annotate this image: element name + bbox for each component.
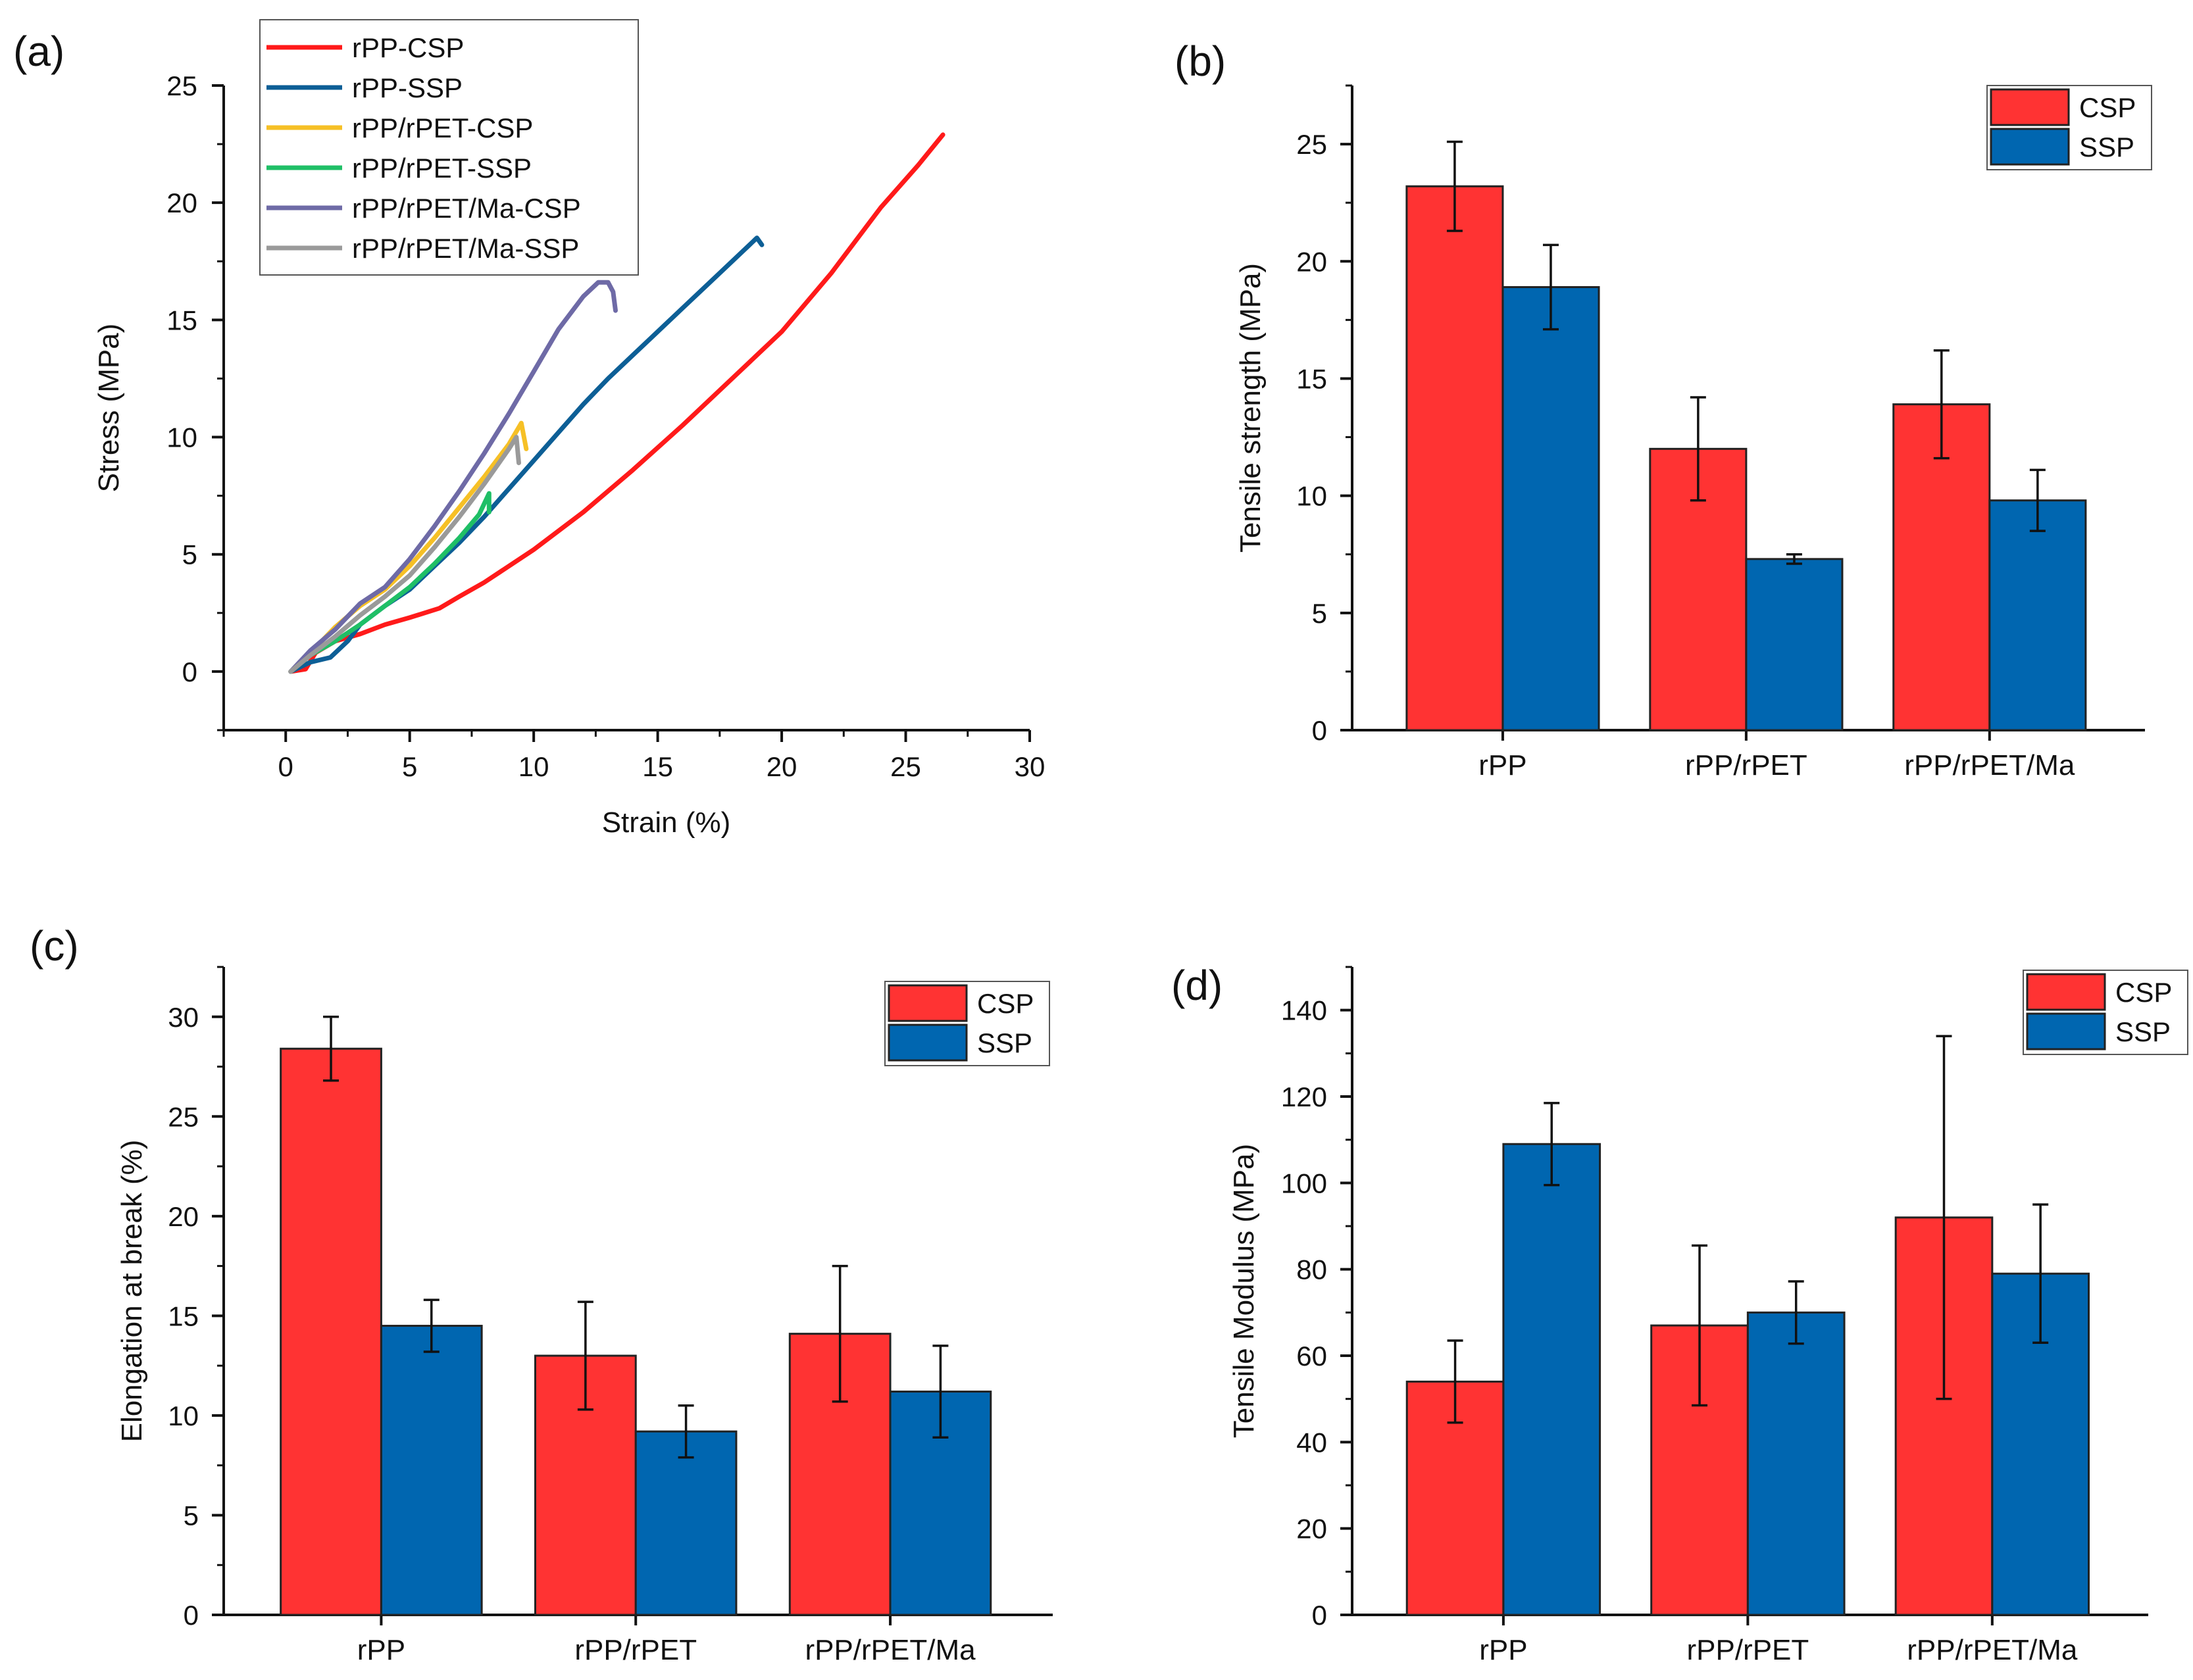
bar-csp-0: [1405, 185, 1504, 731]
y-tick-label: 30: [168, 1002, 199, 1033]
y-tick-label: 5: [182, 539, 197, 570]
legend-label: SSP: [2079, 132, 2134, 162]
legend-swatch: [2026, 973, 2106, 1011]
category-label: rPP: [357, 1634, 405, 1666]
category-label: rPP/rPET/Ma: [1904, 749, 2075, 781]
bar-ssp-1: [1745, 558, 1844, 731]
category-label: rPP: [1478, 749, 1526, 781]
bar-ssp-0: [1501, 285, 1600, 731]
x-tick-label: 15: [642, 751, 673, 782]
y-tick-label: 120: [1281, 1081, 1327, 1112]
panel-b: (b) 0 5 10 15 20 25 Tensile strength (MPa) rPP rP…: [1174, 37, 2152, 781]
y-tick-label: 20: [1296, 246, 1327, 277]
bar-ssp-1: [1746, 1311, 1846, 1616]
y-tick-label: 10: [168, 1400, 199, 1431]
x-tick-label: 25: [890, 751, 921, 782]
legend-label: CSP: [977, 988, 1034, 1019]
legend-label: rPP/rPET-SSP: [352, 153, 532, 184]
y-tick-label: 25: [1296, 129, 1327, 160]
legend-label: CSP: [2115, 977, 2172, 1008]
legend-label: rPP-CSP: [352, 32, 464, 63]
legend-label: CSP: [2079, 92, 2136, 123]
category-label: rPP/rPET/Ma: [805, 1634, 976, 1666]
legend-swatch: [888, 1024, 968, 1062]
category-label: rPP/rPET: [574, 1634, 697, 1666]
legend-swatch: [1990, 88, 2070, 126]
y-axis-title: Tensile strength (MPa): [1234, 263, 1267, 553]
bar-ssp-0: [1502, 1143, 1601, 1616]
legend-swatch: [1990, 128, 2070, 166]
bar-ssp-1: [634, 1430, 738, 1616]
panel-label: (a): [13, 28, 64, 75]
x-tick-label: 0: [278, 751, 293, 782]
x-axis-title: Strain (%): [602, 806, 731, 839]
legend-box: [259, 19, 639, 276]
y-tick-label: 15: [166, 305, 197, 335]
y-tick-label: 100: [1281, 1168, 1327, 1198]
y-tick-label: 80: [1296, 1254, 1327, 1285]
y-axis-title: Tensile Modulus (MPa): [1228, 1144, 1260, 1439]
y-tick-label: 20: [168, 1201, 199, 1232]
y-tick-label: 5: [184, 1500, 199, 1531]
x-tick-label: 20: [767, 751, 797, 782]
panel-c: (c) 0 5 10 15 20 25 30 Elongation at break (%) rP…: [30, 922, 1053, 1666]
legend-label: rPP/rPET/Ma-CSP: [352, 193, 581, 224]
category-label: rPP/rPET: [1686, 1634, 1809, 1666]
legend-swatch: [888, 984, 968, 1022]
y-tick-label: 40: [1296, 1427, 1327, 1458]
series-line-4: [288, 280, 618, 674]
y-tick-label: 10: [1296, 481, 1327, 512]
panel-label: (b): [1174, 37, 1226, 85]
y-tick-label: 60: [1296, 1341, 1327, 1371]
y-axis-title: Elongation at break (%): [116, 1140, 148, 1443]
bar-ssp-0: [380, 1325, 483, 1616]
bar-csp-0: [280, 1047, 382, 1616]
category-label: rPP: [1479, 1634, 1527, 1666]
y-tick-label: 0: [182, 656, 197, 687]
y-tick-label: 20: [1296, 1514, 1327, 1544]
legend-label: rPP/rPET-CSP: [352, 112, 533, 143]
y-tick-label: 20: [166, 187, 197, 218]
panel-label: (c): [30, 922, 79, 970]
category-label: rPP/rPET: [1685, 749, 1807, 781]
series-line-5: [288, 435, 521, 674]
panel-d: (d) 0 20 40 60 80 100 120 140 Tensile Modulus (MP…: [1171, 962, 2188, 1666]
y-tick-label: 140: [1281, 995, 1327, 1026]
y-tick-label: 25: [166, 70, 197, 101]
y-tick-label: 0: [1312, 715, 1327, 746]
y-tick-label: 0: [184, 1600, 199, 1631]
x-tick-label: 30: [1015, 751, 1046, 782]
panel-label: (d): [1171, 962, 1223, 1009]
y-tick-label: 15: [1296, 363, 1327, 394]
legend-label: rPP-SSP: [352, 72, 463, 103]
legend-label: SSP: [977, 1027, 1032, 1058]
y-axis-title: Stress (MPa): [93, 324, 125, 493]
legend-label: SSP: [2115, 1016, 2171, 1047]
bar-ssp-2: [1988, 499, 2087, 731]
panel-a: (a) 0 5 10 15 20 25 30 0 5 10 15 20 25 Strain (%) Stres…: [13, 19, 1046, 839]
y-tick-label: 5: [1312, 598, 1327, 629]
x-tick-label: 10: [518, 751, 549, 782]
legend-swatch: [2026, 1012, 2106, 1050]
legend-label: rPP/rPET/Ma-SSP: [352, 233, 579, 264]
y-tick-label: 0: [1312, 1600, 1327, 1631]
y-tick-label: 10: [166, 422, 197, 453]
series-line-3: [288, 491, 492, 674]
y-tick-label: 25: [168, 1101, 199, 1132]
category-label: rPP/rPET/Ma: [1907, 1634, 2078, 1666]
y-tick-label: 15: [168, 1300, 199, 1331]
x-tick-label: 5: [402, 751, 417, 782]
